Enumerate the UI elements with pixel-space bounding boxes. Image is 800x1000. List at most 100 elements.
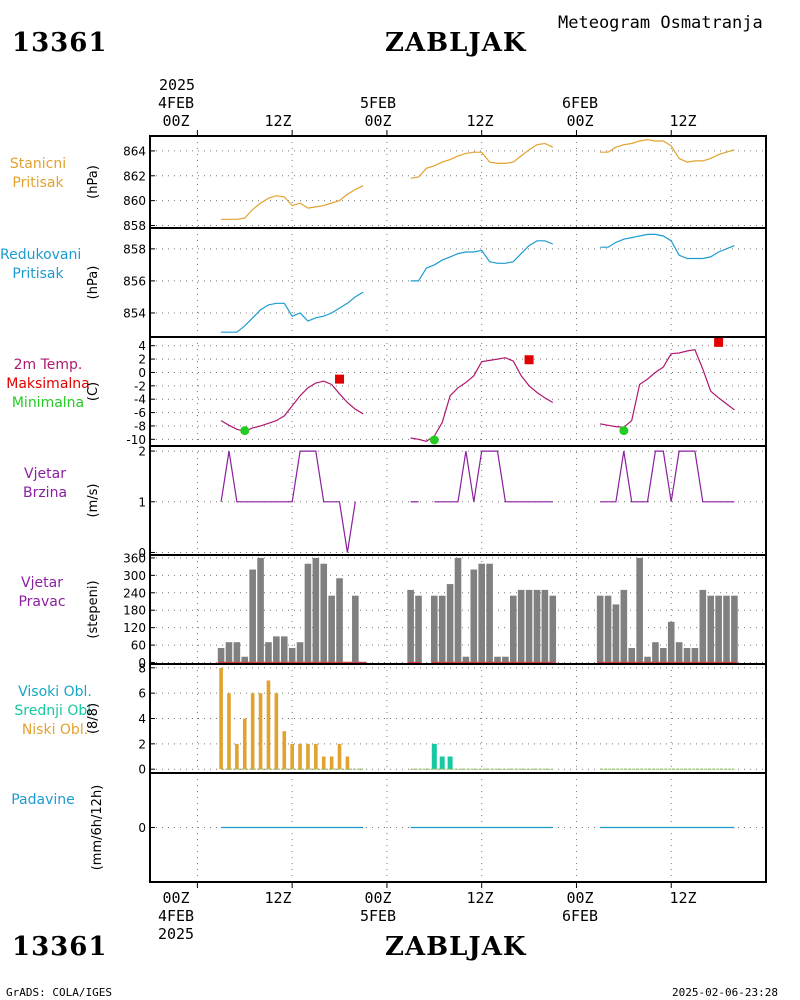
wind-direction-bar [288, 648, 296, 663]
top-hour-label-1: 00Z [162, 112, 190, 130]
temp-ytick-label: 4 [138, 339, 146, 353]
top-hour-label-3: 00Z [364, 112, 392, 130]
wind-direction-bar [707, 595, 715, 663]
cld-ytick-label: 4 [138, 712, 146, 726]
label-wind-direction-line2: Pravac [18, 594, 66, 610]
wind-direction-bar [304, 563, 312, 663]
wdir-ytick-label: 300 [123, 569, 146, 583]
wind-direction-bar [336, 578, 343, 663]
wind-direction-bar [280, 636, 288, 663]
bottom-hour-label-2: 12Z [264, 889, 292, 907]
temp-ytick-label: -10 [126, 433, 146, 447]
wind-direction-bar [438, 595, 446, 663]
wind-speed-line [600, 450, 735, 503]
label-station-pressure: Stanicni Pritisak [0, 155, 76, 193]
label-temperature-line1: 2m Temp. [13, 357, 83, 373]
wind-direction-bar [257, 557, 264, 663]
mid-cloud-bar [439, 756, 445, 770]
bottom-hour-label-3: 00Z [364, 889, 392, 907]
cld-frame [149, 663, 767, 774]
wind-direction-bar [415, 595, 422, 663]
station-name-top: ZABLJAK [385, 28, 527, 58]
pres-unit-label: (hPa) [86, 165, 101, 199]
pres-ytick-label: 864 [123, 144, 146, 158]
label-wind-speed-line1: Vjetar [24, 466, 66, 482]
bottom-year-label: 2025 [157, 925, 195, 943]
wind-direction-bar [502, 656, 509, 663]
wind-direction-bar [533, 589, 541, 663]
red-unit-label: (hPa) [86, 266, 101, 300]
max-temp-marker [524, 355, 534, 365]
wind-direction-bar [652, 642, 659, 663]
wind-direction-bar [723, 595, 730, 663]
cld-unit-label: (8/8) [86, 703, 101, 734]
wind-direction-bar [478, 563, 485, 663]
wind-direction-bar [549, 595, 557, 663]
top-hour-label-4: 12Z [466, 112, 494, 130]
wind-direction-bar [296, 642, 304, 663]
bottom-hour-label-5: 00Z [566, 889, 594, 907]
wind-direction-bar [644, 656, 651, 663]
wdir-ytick-label: 60 [131, 639, 146, 653]
wind-direction-bar [509, 595, 517, 663]
temp-ytick-label: 0 [138, 366, 146, 380]
wind-direction-bar [328, 595, 335, 663]
wind-direction-bar [446, 584, 454, 663]
wind-direction-bar [217, 648, 225, 663]
label-reduced-pressure-line2: Pritisak [12, 266, 64, 282]
low-cloud-bar [298, 743, 302, 770]
low-cloud-bar [337, 743, 342, 770]
wind-direction-bar [715, 595, 722, 663]
label-clouds-line3: Niski Obl. [21, 722, 89, 738]
wind-direction-bar [731, 595, 738, 663]
station-id-top: 13361 [12, 28, 108, 58]
low-cloud-bar [266, 680, 271, 770]
footer-credit: GrADS: COLA/IGES [6, 986, 112, 999]
label-wind-speed: Vjetar Brzina [0, 465, 90, 503]
bottom-day-label-1: 4FEB [157, 907, 195, 925]
min-temp-marker [619, 426, 629, 436]
top-hour-label-6: 12Z [669, 112, 697, 130]
prc-unit-label: (mm/6h/12h) [90, 785, 105, 871]
temperature-line [600, 349, 735, 428]
label-wind-direction: Vjetar Pravac [0, 574, 84, 612]
bottom-hour-label-4: 12Z [466, 889, 494, 907]
bottom-day-label-2: 5FEB [359, 907, 397, 925]
wind-direction-bar [525, 589, 533, 663]
temp-ytick-label: -2 [134, 379, 146, 393]
low-cloud-bar [219, 667, 223, 770]
min-temp-marker [429, 435, 439, 445]
wind-direction-bar [407, 589, 414, 663]
label-wind-direction-line1: Vjetar [21, 575, 63, 591]
wspd-ytick-label: 1 [138, 495, 146, 509]
wind-direction-bar [486, 563, 493, 663]
low-cloud-bar [314, 743, 318, 770]
wdir-unit-label: (stepeni) [86, 580, 101, 638]
label-temperature-line3: Minimalna [11, 395, 85, 411]
wind-direction-bar [667, 621, 675, 663]
low-cloud-bar [250, 693, 255, 770]
low-cloud-bar [242, 718, 247, 770]
chart-title: Meteogram Osmatranja [558, 13, 763, 33]
wind-direction-bar [612, 604, 620, 663]
low-cloud-bar [274, 693, 279, 770]
temperature-line [220, 380, 364, 432]
wind-direction-bar [683, 648, 691, 663]
label-temperature: 2m Temp. Maksimalna Minimalna [0, 356, 96, 413]
wdir-ytick-label: 360 [123, 551, 146, 565]
wind-direction-bar [541, 589, 549, 663]
low-cloud-bar [227, 693, 231, 770]
wind-direction-bar [249, 569, 256, 663]
max-temp-marker [335, 374, 345, 384]
label-wind-speed-line2: Brzina [22, 485, 68, 501]
temp-ytick-label: -6 [134, 406, 146, 420]
wspd-ytick-label: 0 [138, 546, 146, 560]
bottom-day-label-3: 6FEB [561, 907, 599, 925]
wind-direction-bar [312, 557, 320, 663]
prc-ytick-label: 0 [138, 821, 146, 835]
max-temp-marker [714, 337, 724, 347]
top-day-label-3: 6FEB [561, 94, 599, 112]
station-id-bottom: 13361 [12, 932, 108, 962]
min-temp-marker [240, 426, 250, 436]
label-clouds: Visoki Obl. Srednji Obl. Niski Obl. [0, 683, 110, 740]
